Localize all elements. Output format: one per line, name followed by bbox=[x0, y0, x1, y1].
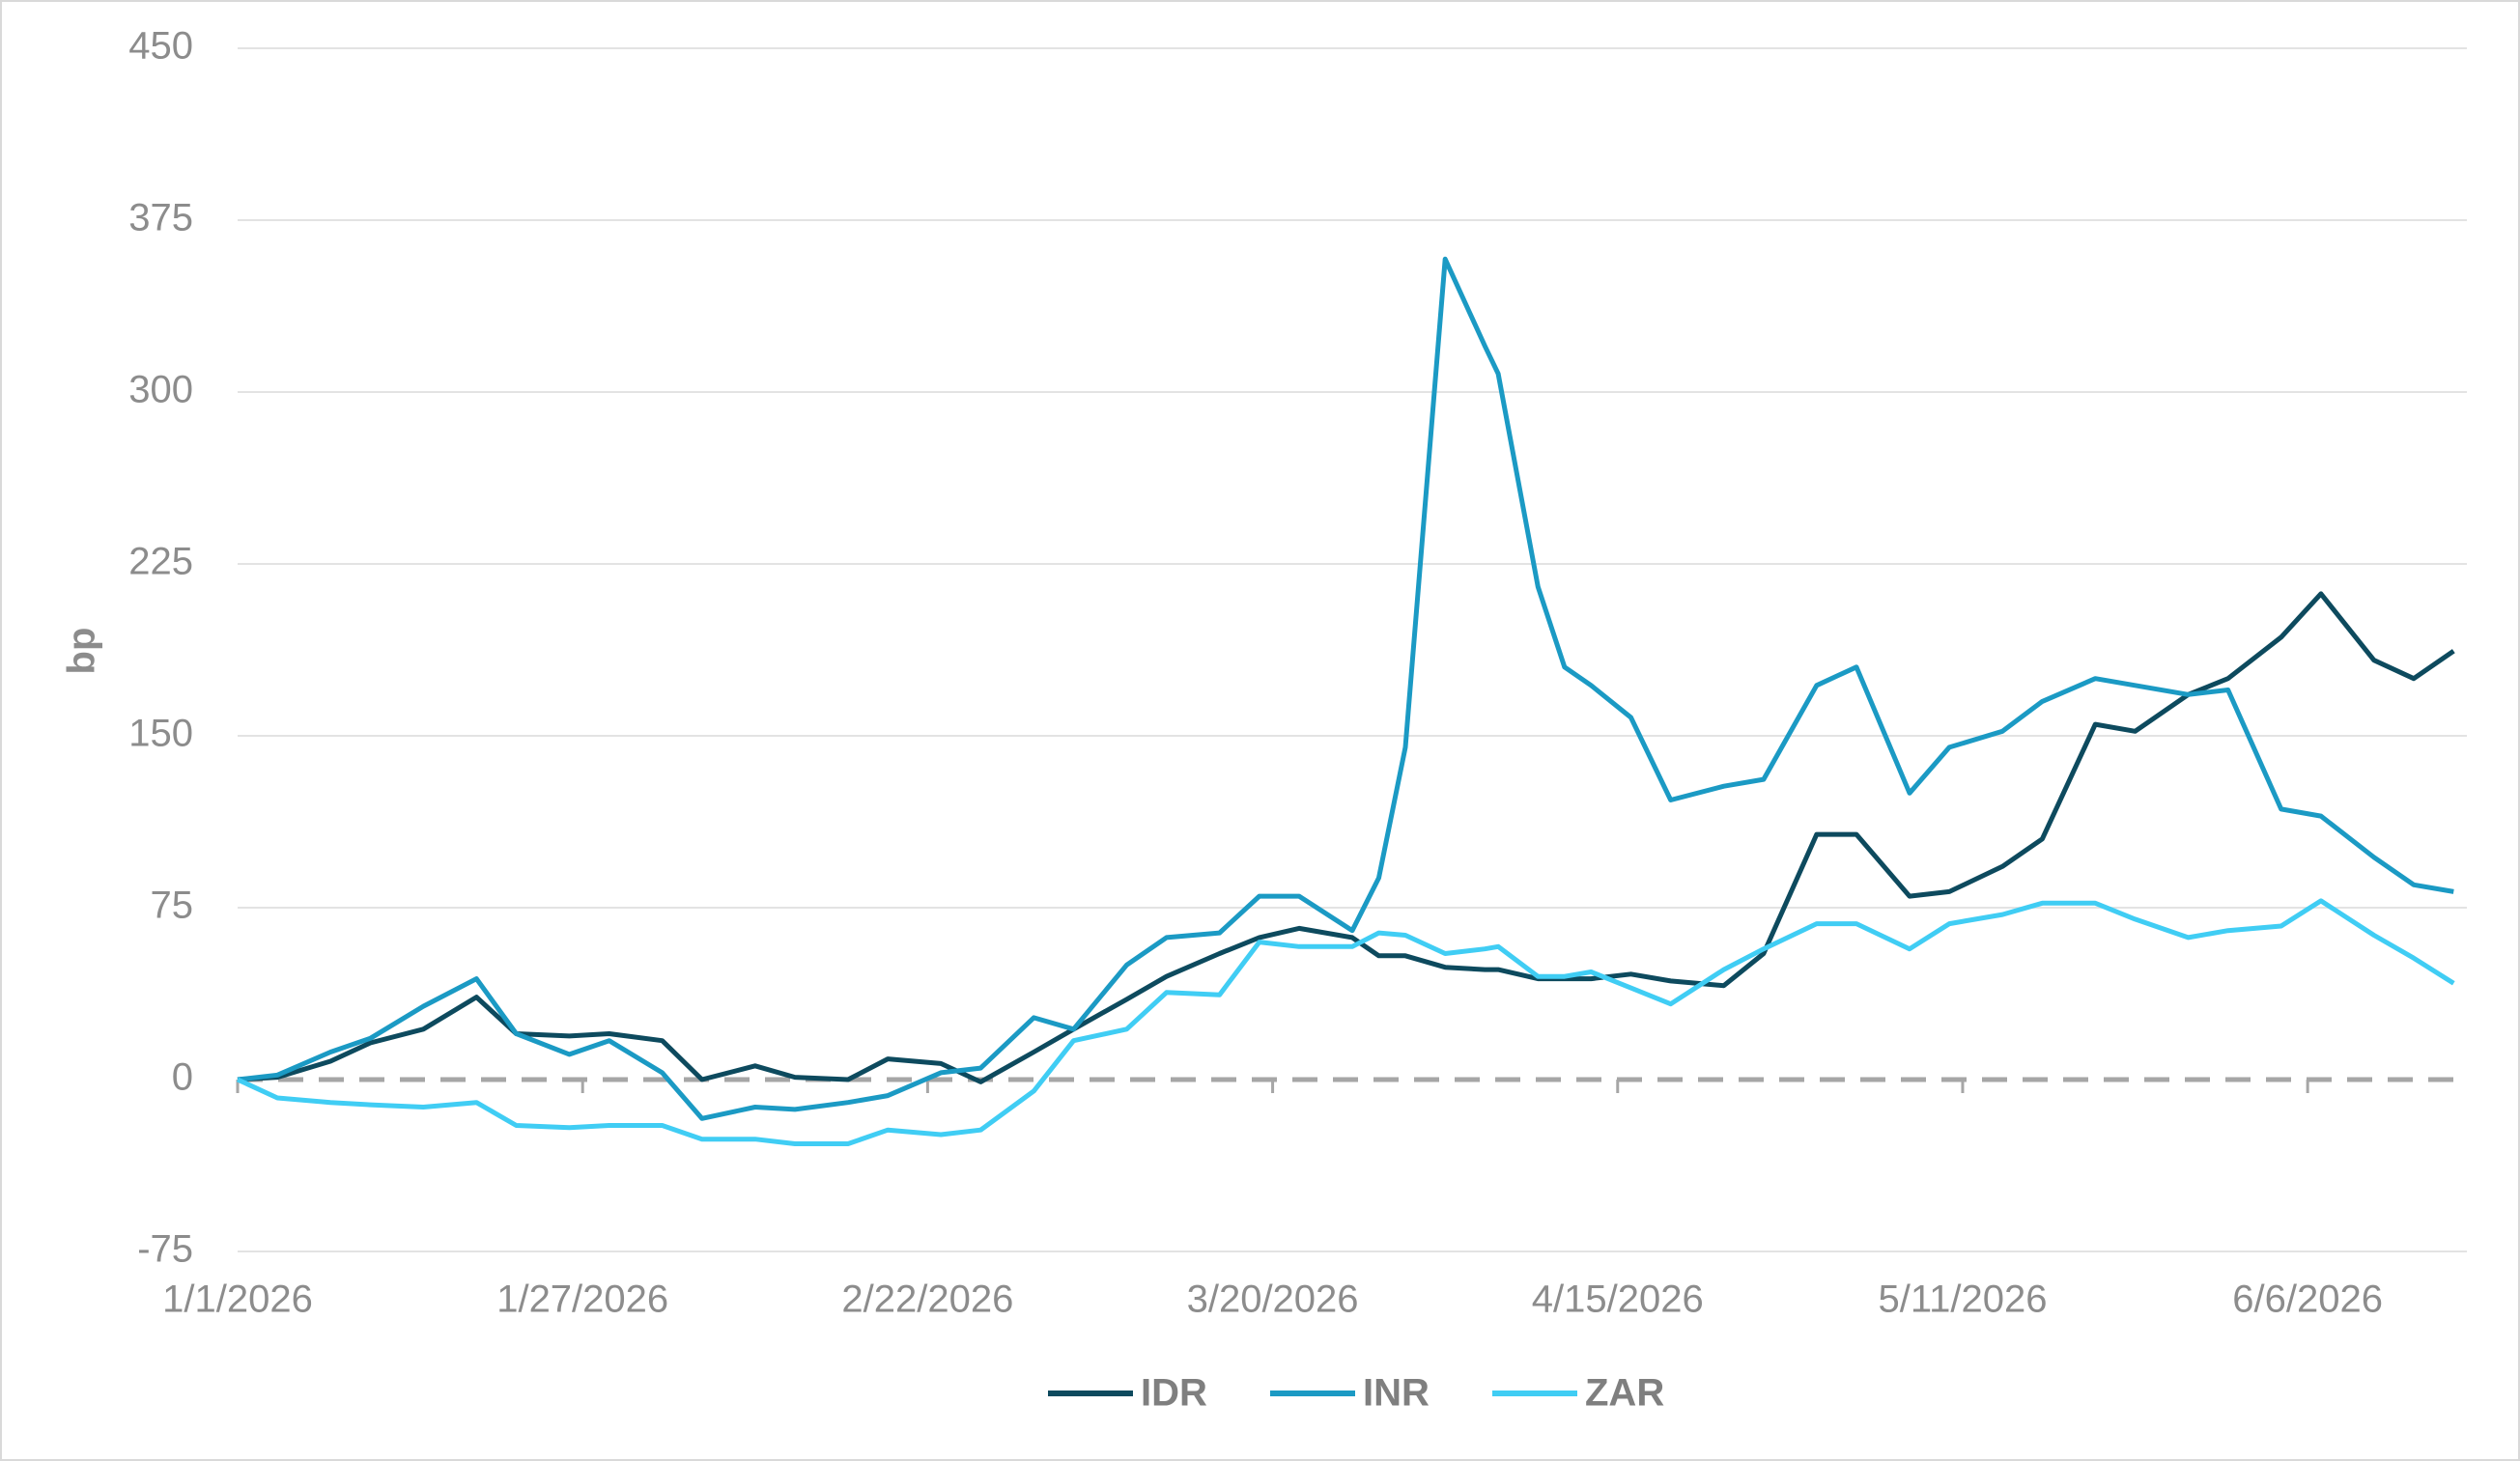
y-tick-label: 150 bbox=[128, 713, 193, 755]
y-tick-label: 300 bbox=[128, 369, 193, 411]
legend-label: ZAR bbox=[1585, 1372, 1664, 1415]
x-tick-label: 6/6/2026 bbox=[2232, 1278, 2383, 1321]
x-tick-label: 4/15/2026 bbox=[1532, 1278, 1704, 1321]
legend-label: INR bbox=[1363, 1372, 1430, 1415]
x-tick-label: 2/22/2026 bbox=[841, 1278, 1013, 1321]
x-tick-label: 1/27/2026 bbox=[496, 1278, 668, 1321]
series-line bbox=[237, 591, 2455, 1084]
y-axis-label: bp bbox=[61, 628, 103, 675]
y-tick-label: -75 bbox=[137, 1228, 193, 1271]
x-tick-label: 3/20/2026 bbox=[1187, 1278, 1359, 1321]
y-tick-label: 450 bbox=[128, 25, 193, 68]
y-tick-label: 225 bbox=[128, 541, 193, 583]
x-tick-label: 1/1/2026 bbox=[162, 1278, 313, 1321]
legend-label: IDR bbox=[1141, 1372, 1207, 1415]
x-tick-label: 5/11/2026 bbox=[1878, 1278, 2047, 1321]
y-tick-label: 375 bbox=[128, 197, 193, 239]
y-tick-label: 0 bbox=[172, 1056, 193, 1099]
y-tick-label: 75 bbox=[151, 885, 194, 927]
series-line bbox=[236, 898, 2455, 1146]
series-line bbox=[237, 256, 2454, 1121]
